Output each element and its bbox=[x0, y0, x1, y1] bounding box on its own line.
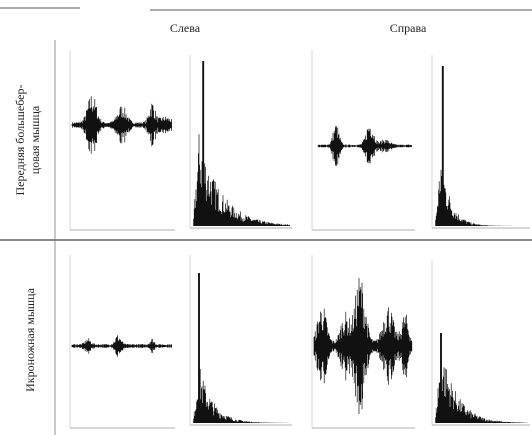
figure: Слева Справа Передняя большебер- цовая м… bbox=[0, 0, 532, 435]
row-label-line: Передняя большебер- bbox=[13, 85, 27, 196]
column-header: Слева bbox=[170, 21, 201, 35]
row-label-line: цовая мышца bbox=[28, 105, 42, 174]
row-label-line: Икроножная мышца bbox=[23, 287, 37, 391]
column-header: Справа bbox=[390, 21, 427, 35]
row-label: Икроножная мышца bbox=[23, 287, 37, 391]
